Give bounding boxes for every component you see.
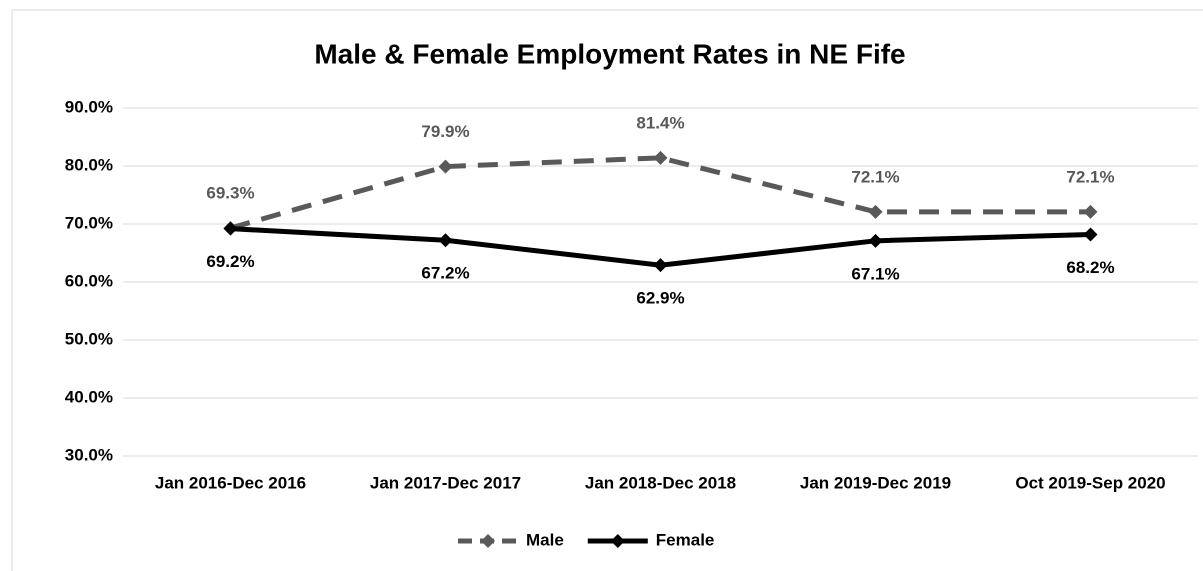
x-tick-label: Jan 2016-Dec 2016 bbox=[155, 473, 306, 492]
y-tick-label: 70.0% bbox=[65, 213, 113, 232]
data-label: 72.1% bbox=[1066, 167, 1114, 186]
x-tick-label: Jan 2018-Dec 2018 bbox=[585, 473, 736, 492]
data-label: 81.4% bbox=[636, 113, 684, 132]
chart-title: Male & Female Employment Rates in NE Fif… bbox=[314, 38, 905, 69]
y-tick-label: 40.0% bbox=[65, 387, 113, 406]
data-label: 69.3% bbox=[206, 184, 254, 203]
data-label: 79.9% bbox=[421, 122, 469, 141]
legend-label: Male bbox=[526, 530, 564, 549]
marker bbox=[653, 150, 668, 165]
x-tick-label: Oct 2019-Sep 2020 bbox=[1015, 473, 1165, 492]
marker bbox=[1083, 204, 1098, 219]
marker bbox=[1083, 227, 1098, 242]
marker bbox=[653, 258, 668, 273]
data-label: 68.2% bbox=[1066, 258, 1114, 277]
data-label: 69.2% bbox=[206, 252, 254, 271]
line bbox=[229, 155, 1091, 231]
marker bbox=[868, 233, 883, 248]
marker bbox=[438, 233, 453, 248]
data-label: 67.2% bbox=[421, 264, 469, 283]
y-tick-label: 30.0% bbox=[65, 445, 113, 464]
legend-label: Female bbox=[656, 530, 715, 549]
marker bbox=[438, 159, 453, 174]
data-label: 67.1% bbox=[851, 264, 899, 283]
x-tick-label: Jan 2017-Dec 2017 bbox=[370, 473, 521, 492]
y-tick-label: 80.0% bbox=[65, 155, 113, 174]
data-label: 72.1% bbox=[851, 167, 899, 186]
data-label: 62.9% bbox=[636, 289, 684, 308]
y-tick-label: 50.0% bbox=[65, 329, 113, 348]
legend-marker bbox=[481, 534, 495, 548]
y-tick-label: 60.0% bbox=[65, 271, 113, 290]
x-tick-label: Jan 2019-Dec 2019 bbox=[800, 473, 951, 492]
chart-border bbox=[11, 9, 1203, 571]
marker bbox=[868, 204, 883, 219]
y-tick-label: 90.0% bbox=[65, 97, 113, 116]
marker bbox=[223, 221, 238, 236]
legend-marker bbox=[610, 534, 625, 548]
